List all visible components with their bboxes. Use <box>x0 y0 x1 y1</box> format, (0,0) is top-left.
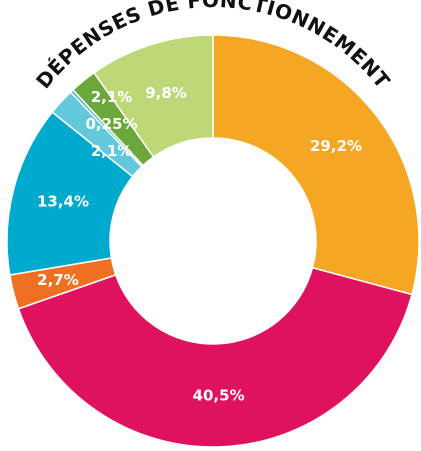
slice <box>17 266 413 448</box>
data-label: 40,5% <box>193 386 245 404</box>
slice <box>212 34 420 296</box>
data-label: 2,1% <box>91 88 133 106</box>
data-label: 0,25% <box>86 115 138 133</box>
data-label: 29,2% <box>310 137 362 155</box>
slice <box>93 34 214 158</box>
slices <box>6 34 420 448</box>
data-label: 13,4% <box>37 192 89 210</box>
data-label: 2,1% <box>91 142 133 160</box>
data-label: 9,8% <box>145 84 187 102</box>
data-label: 2,7% <box>37 271 79 289</box>
labels: 29,2% 40,5% 2,7% 13,4% 2,1% 0,25% 2,1% 9,8% <box>37 84 362 405</box>
